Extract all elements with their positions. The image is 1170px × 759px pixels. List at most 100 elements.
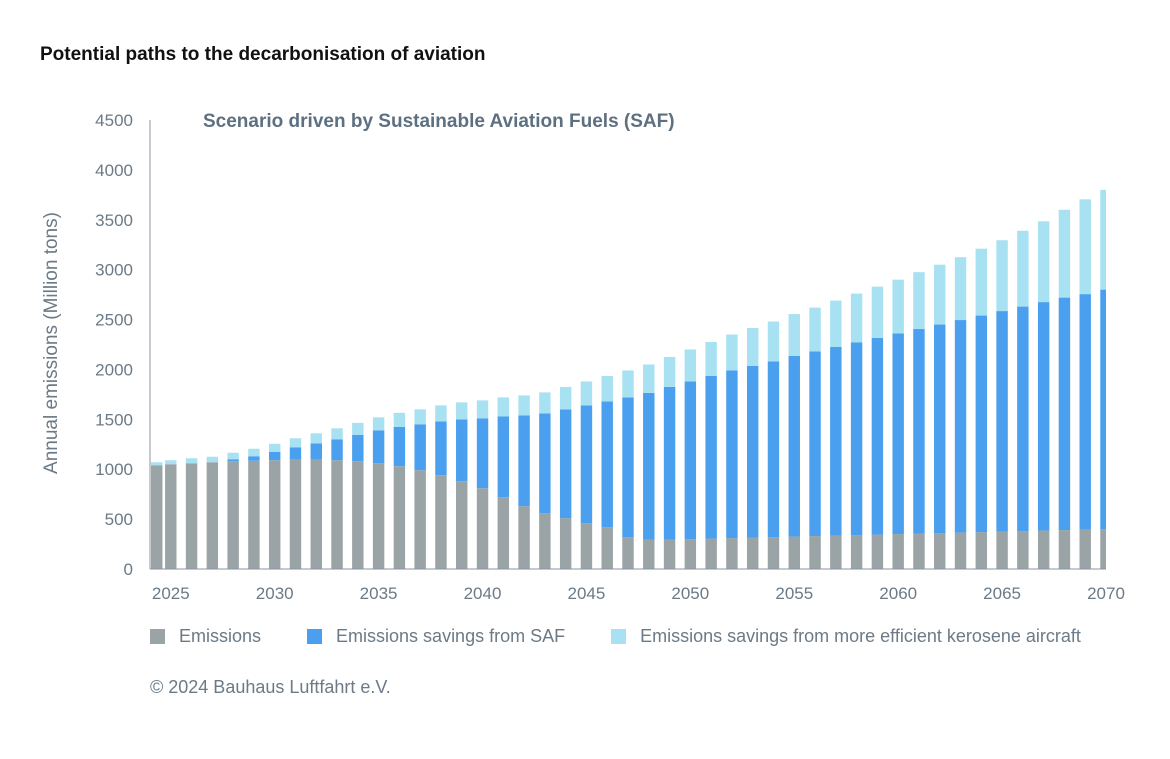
bar-emissions — [1058, 530, 1071, 569]
bar-saf — [892, 333, 904, 535]
x-tick-label: 2070 — [1087, 584, 1125, 603]
bar-saf — [352, 434, 364, 462]
bar-emissions — [975, 532, 988, 569]
page-title: Potential paths to the decarbonisation o… — [40, 44, 486, 65]
bar-emissions — [850, 535, 863, 569]
bar-efficient — [788, 314, 800, 356]
legend-item-emissions: Emissions — [150, 626, 261, 647]
bar-efficient — [435, 405, 447, 422]
bar-saf — [310, 443, 322, 460]
bar-efficient — [414, 409, 426, 425]
bar-saf — [788, 355, 800, 537]
bar-efficient — [165, 460, 177, 465]
bar-emissions — [310, 459, 322, 569]
x-axis: 2025 2030 2035 2040 2045 2050 2055 2060 2065 2070 — [150, 568, 1125, 603]
bar-efficient — [809, 307, 821, 352]
bar-emissions — [788, 536, 800, 569]
bar-efficient — [476, 400, 489, 419]
bar-emissions — [151, 465, 163, 569]
bar-efficient — [1037, 221, 1050, 303]
y-tick-label: 3000 — [95, 261, 133, 280]
x-tick-label: 2050 — [671, 584, 709, 603]
legend-label: Emissions savings from more efficient ke… — [640, 626, 1081, 646]
x-tick-label: 2055 — [775, 584, 813, 603]
bar-saf — [435, 421, 447, 476]
bar-emissions — [601, 527, 613, 569]
bar-efficient — [705, 342, 717, 376]
bar-efficient — [1017, 230, 1029, 307]
bar-efficient — [767, 321, 780, 362]
bar-efficient — [372, 417, 385, 431]
bar-efficient — [996, 240, 1008, 312]
bar-efficient — [393, 412, 406, 427]
bar-emissions — [559, 518, 572, 569]
y-tick-label: 500 — [105, 510, 133, 529]
bar-emissions — [518, 506, 530, 569]
bar-saf — [1037, 302, 1050, 531]
bar-saf — [372, 430, 385, 464]
bar-emissions — [622, 537, 634, 569]
x-tick-label: 2045 — [567, 584, 605, 603]
bar-saf — [414, 424, 426, 471]
y-tick-label: 2000 — [95, 360, 133, 379]
bar-efficient — [726, 334, 738, 371]
legend: Emissions Emissions savings from SAF Emi… — [150, 626, 1127, 647]
bar-emissions — [643, 539, 655, 569]
bar-efficient — [352, 422, 364, 435]
bar-efficient — [497, 397, 510, 417]
bar-emissions — [456, 481, 468, 569]
bar-efficient — [310, 433, 322, 444]
bar-emissions — [1079, 529, 1091, 569]
bar-emissions — [352, 461, 364, 569]
bar-emissions — [996, 531, 1008, 569]
bar-saf — [1017, 306, 1029, 532]
bar-saf — [393, 426, 406, 467]
bar-efficient — [227, 452, 239, 460]
y-axis: 0 500 1000 1500 2000 2500 3000 3500 4000 4500 — [95, 111, 151, 579]
bar-saf — [268, 451, 281, 461]
bar-emissions — [393, 466, 406, 569]
bar-emissions — [248, 460, 260, 569]
bar-emissions — [331, 460, 343, 569]
bar-efficient — [622, 370, 634, 398]
bar-efficient — [850, 293, 863, 343]
bar-saf — [289, 447, 302, 460]
bar-emissions — [289, 459, 302, 569]
bar-emissions — [206, 462, 219, 569]
bar-efficient — [830, 300, 842, 347]
bar-efficient — [684, 349, 697, 382]
bar-efficient — [289, 438, 302, 448]
bar-emissions — [1017, 531, 1029, 569]
bar-saf — [1100, 289, 1106, 530]
bar-efficient — [601, 375, 613, 402]
x-tick-label: 2040 — [464, 584, 502, 603]
bar-efficient — [954, 257, 967, 321]
bar-saf — [850, 342, 863, 536]
bar-efficient — [518, 395, 530, 416]
bar-saf — [518, 415, 530, 507]
bar-saf — [497, 416, 510, 498]
bar-efficient — [185, 458, 198, 464]
bar-saf — [539, 413, 551, 514]
bar-emissions — [663, 539, 676, 569]
bar-saf — [934, 324, 946, 534]
bar-emissions — [809, 536, 821, 569]
bar-efficient — [663, 356, 676, 387]
bar-saf — [996, 311, 1008, 532]
bar-saf — [871, 338, 884, 535]
bar-efficient — [1100, 189, 1106, 290]
bar-saf — [1079, 294, 1091, 530]
bar-emissions — [705, 538, 717, 569]
y-tick-label: 3500 — [95, 211, 133, 230]
bar-efficient — [934, 264, 946, 325]
bar-emissions — [165, 464, 177, 569]
bar-emissions — [268, 460, 281, 569]
bar-saf — [975, 315, 988, 533]
bar-saf — [913, 329, 925, 534]
bar-saf — [726, 370, 738, 539]
bar-saf — [954, 320, 967, 533]
bar-saf — [622, 397, 634, 538]
bar-emissions — [767, 537, 780, 569]
bar-emissions — [684, 539, 697, 569]
x-tick-label: 2035 — [360, 584, 398, 603]
